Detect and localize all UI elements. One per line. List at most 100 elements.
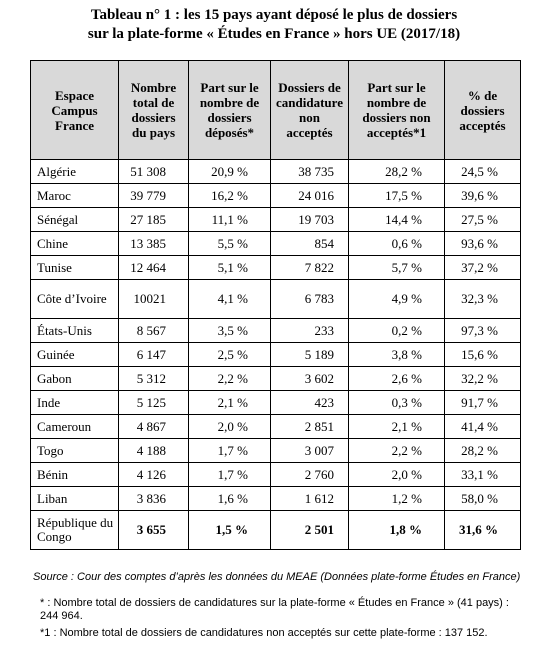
table-row: Cameroun 4 867 2,0 % 2 851 2,1 % 41,4 % xyxy=(30,414,521,439)
value-cell: 38 735 xyxy=(270,159,349,184)
column-header: Nombre total de dossiers du pays xyxy=(118,60,189,160)
source-note: Source : Cour des comptes d’après les do… xyxy=(33,571,521,583)
value-cell: 97,3 % xyxy=(444,318,521,343)
value-cell: 39 779 xyxy=(118,183,189,208)
value-cell: 11,1 % xyxy=(188,207,271,232)
country-cell: Inde xyxy=(30,390,119,415)
value-cell: 1,2 % xyxy=(348,486,445,511)
table-body: Algérie 51 308 20,9 % 38 735 28,2 % 24,5 % Mar… xyxy=(30,159,521,550)
value-cell: 4 188 xyxy=(118,438,189,463)
value-cell: 2,6 % xyxy=(348,366,445,391)
value-cell: 8 567 xyxy=(118,318,189,343)
table-row: Chine 13 385 5,5 % 854 0,6 % 93,6 % xyxy=(30,231,521,256)
title-line-1: Tableau n° 1 : les 15 pays ayant déposé … xyxy=(90,7,458,23)
value-cell: 5,5 % xyxy=(188,231,271,256)
table-row: Côte d’Ivoire 10021 4,1 % 6 783 4,9 % 32,3 % xyxy=(30,279,521,319)
table-row: Togo 4 188 1,7 % 3 007 2,2 % 28,2 % xyxy=(30,438,521,463)
value-cell: 423 xyxy=(270,390,349,415)
value-cell: 20,9 % xyxy=(188,159,271,184)
value-cell: 1,5 % xyxy=(188,510,271,550)
value-cell: 5 125 xyxy=(118,390,189,415)
country-cell: Cameroun xyxy=(30,414,119,439)
value-cell: 28,2 % xyxy=(348,159,445,184)
table-row: Inde 5 125 2,1 % 423 0,3 % 91,7 % xyxy=(30,390,521,415)
value-cell: 27 185 xyxy=(118,207,189,232)
country-cell: Bénin xyxy=(30,462,119,487)
country-cell: Chine xyxy=(30,231,119,256)
country-cell: Maroc xyxy=(30,183,119,208)
value-cell: 93,6 % xyxy=(444,231,521,256)
country-cell: États-Unis xyxy=(30,318,119,343)
value-cell: 6 783 xyxy=(270,279,349,319)
value-cell: 17,5 % xyxy=(348,183,445,208)
country-cell: Tunise xyxy=(30,255,119,280)
value-cell: 3,8 % xyxy=(348,342,445,367)
value-cell: 5 189 xyxy=(270,342,349,367)
value-cell: 3 007 xyxy=(270,438,349,463)
value-cell: 6 147 xyxy=(118,342,189,367)
value-cell: 2 760 xyxy=(270,462,349,487)
value-cell: 2,2 % xyxy=(348,438,445,463)
value-cell: 2,0 % xyxy=(348,462,445,487)
header-row: Espace Campus France Nombre total de dos… xyxy=(30,60,521,160)
value-cell: 3,5 % xyxy=(188,318,271,343)
country-cell: Côte d’Ivoire xyxy=(30,279,119,319)
value-cell: 32,3 % xyxy=(444,279,521,319)
country-cell: Togo xyxy=(30,438,119,463)
value-cell: 4,1 % xyxy=(188,279,271,319)
value-cell: 3 602 xyxy=(270,366,349,391)
value-cell: 2,5 % xyxy=(188,342,271,367)
value-cell: 13 385 xyxy=(118,231,189,256)
column-header: % de dossiers acceptés xyxy=(444,60,521,160)
value-cell: 24,5 % xyxy=(444,159,521,184)
value-cell: 27,5 % xyxy=(444,207,521,232)
value-cell: 24 016 xyxy=(270,183,349,208)
value-cell: 31,6 % xyxy=(444,510,521,550)
column-header: Espace Campus France xyxy=(30,60,119,160)
value-cell: 233 xyxy=(270,318,349,343)
country-cell: Guinée xyxy=(30,342,119,367)
country-cell: Liban xyxy=(30,486,119,511)
value-cell: 14,4 % xyxy=(348,207,445,232)
value-cell: 5 312 xyxy=(118,366,189,391)
country-cell: Sénégal xyxy=(30,207,119,232)
column-header: Dossiers de candidature non acceptés xyxy=(270,60,349,160)
country-cell: Gabon xyxy=(30,366,119,391)
country-cell: République du Congo xyxy=(30,510,119,550)
value-cell: 51 308 xyxy=(118,159,189,184)
data-table: Espace Campus France Nombre total de dos… xyxy=(30,60,521,550)
value-cell: 1,7 % xyxy=(188,438,271,463)
value-cell: 1,7 % xyxy=(188,462,271,487)
value-cell: 0,2 % xyxy=(348,318,445,343)
table-row: États-Unis 8 567 3,5 % 233 0,2 % 97,3 % xyxy=(30,318,521,343)
value-cell: 39,6 % xyxy=(444,183,521,208)
value-cell: 91,7 % xyxy=(444,390,521,415)
table-row: Tunise 12 464 5,1 % 7 822 5,7 % 37,2 % xyxy=(30,255,521,280)
value-cell: 0,3 % xyxy=(348,390,445,415)
value-cell: 1,8 % xyxy=(348,510,445,550)
value-cell: 5,1 % xyxy=(188,255,271,280)
value-cell: 2 501 xyxy=(270,510,349,550)
value-cell: 5,7 % xyxy=(348,255,445,280)
value-cell: 16,2 % xyxy=(188,183,271,208)
value-cell: 1 612 xyxy=(270,486,349,511)
value-cell: 2 851 xyxy=(270,414,349,439)
column-header: Part sur le nombre de dossiers déposés* xyxy=(188,60,271,160)
value-cell: 7 822 xyxy=(270,255,349,280)
value-cell: 4 867 xyxy=(118,414,189,439)
value-cell: 32,2 % xyxy=(444,366,521,391)
value-cell: 12 464 xyxy=(118,255,189,280)
table-row: Bénin 4 126 1,7 % 2 760 2,0 % 33,1 % xyxy=(30,462,521,487)
value-cell: 19 703 xyxy=(270,207,349,232)
value-cell: 2,0 % xyxy=(188,414,271,439)
table-header: Espace Campus France Nombre total de dos… xyxy=(30,60,521,160)
value-cell: 3 655 xyxy=(118,510,189,550)
footnote-total: * : Nombre total de dossiers de candidat… xyxy=(40,597,509,622)
table-row: Sénégal 27 185 11,1 % 19 703 14,4 % 27,5 % xyxy=(30,207,521,232)
table-row: Algérie 51 308 20,9 % 38 735 28,2 % 24,5 % xyxy=(30,159,521,184)
value-cell: 3 836 xyxy=(118,486,189,511)
table-row: République du Congo 3 655 1,5 % 2 501 1,8 % 3… xyxy=(30,510,521,550)
value-cell: 2,1 % xyxy=(348,414,445,439)
table-row: Liban 3 836 1,6 % 1 612 1,2 % 58,0 % xyxy=(30,486,521,511)
value-cell: 854 xyxy=(270,231,349,256)
